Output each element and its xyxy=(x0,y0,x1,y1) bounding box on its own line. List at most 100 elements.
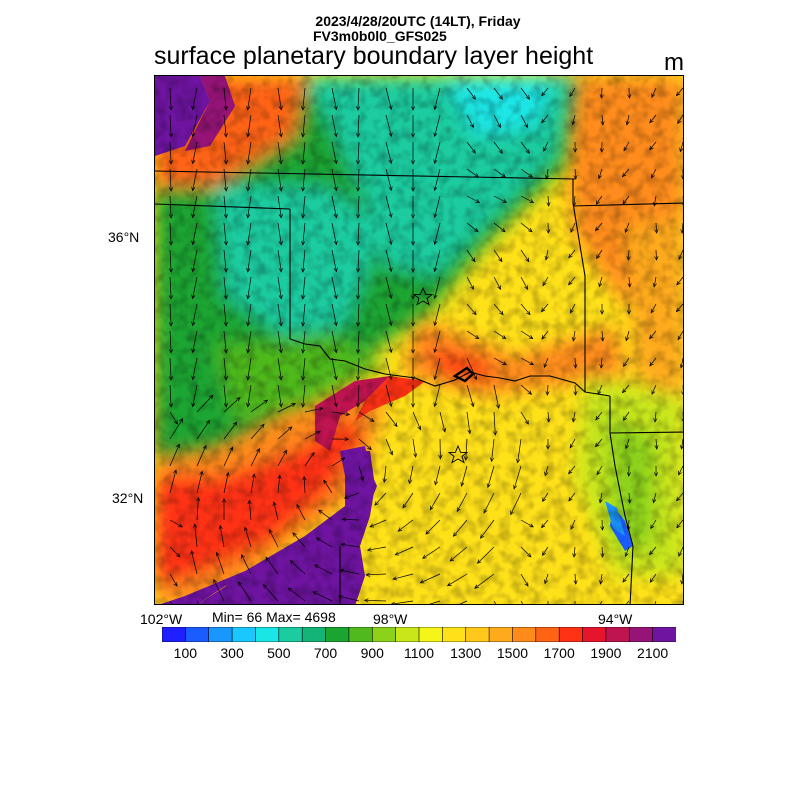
wind-arrow-shaft xyxy=(568,249,576,259)
wind-arrow-shaft xyxy=(682,412,683,418)
arkansas-missouri-border xyxy=(572,202,683,207)
wind-arrow-head xyxy=(301,159,306,165)
wind-arrow-shaft xyxy=(192,141,198,164)
wind-arrow-shaft xyxy=(169,573,178,587)
wind-arrow-head xyxy=(301,132,306,138)
wind-arrow-head xyxy=(410,106,416,111)
wind-arrow-head xyxy=(318,406,324,411)
lake-texoma xyxy=(452,366,475,383)
wind-arrow-head xyxy=(568,280,573,286)
wind-arrow-head xyxy=(238,581,243,586)
wind-arrow-head xyxy=(191,159,196,165)
wind-arrow-head xyxy=(301,402,306,408)
wind-arrow-shaft xyxy=(651,168,657,179)
wind-arrow-head xyxy=(678,552,683,557)
wind-arrow-shaft xyxy=(493,357,507,366)
wind-arrow-shaft xyxy=(277,114,282,137)
wind-arrow-head xyxy=(573,148,578,153)
wind-arrow-head xyxy=(627,283,632,288)
wind-arrow-head xyxy=(528,335,534,340)
wind-arrow-shaft xyxy=(493,411,496,436)
wind-arrow-shaft xyxy=(250,448,260,467)
wind-arrow-head xyxy=(390,601,395,604)
wind-arrow-head xyxy=(301,267,306,273)
wind-arrow-head xyxy=(529,361,534,366)
wind-arrow-head xyxy=(471,257,476,263)
wind-arrow-head xyxy=(223,348,228,354)
wind-arrow-head xyxy=(626,310,632,315)
wind-arrow-shaft xyxy=(649,141,657,150)
wind-arrow-head xyxy=(173,419,178,425)
wind-arrow-shaft xyxy=(543,357,549,368)
wind-arrow-shaft xyxy=(493,303,504,315)
wind-arrow-shaft xyxy=(247,303,252,326)
wind-arrow-shaft xyxy=(622,573,630,583)
wind-arrow-shaft xyxy=(338,595,360,602)
wind-arrow-shaft xyxy=(223,87,227,110)
wind-arrow-head xyxy=(333,294,338,300)
wind-arrow-shaft xyxy=(447,573,468,586)
wind-arrow-head xyxy=(676,523,681,529)
wind-arrow-head xyxy=(498,95,503,100)
wind-arrow-head xyxy=(260,423,265,429)
wind-arrow-head xyxy=(278,105,283,111)
wind-arrow-shaft xyxy=(547,411,550,423)
colorbar-swatch xyxy=(628,627,654,642)
wind-arrow-head xyxy=(476,559,482,564)
wind-arrow-head xyxy=(355,376,361,381)
wind-arrow-shaft xyxy=(573,195,576,206)
wind-arrow-shaft xyxy=(466,87,476,100)
wind-arrow-shaft xyxy=(429,600,441,604)
wind-arrow-shaft xyxy=(357,222,360,246)
wind-arrow-shaft xyxy=(453,519,468,537)
wind-arrow-shaft xyxy=(520,600,524,604)
wind-arrow-shaft xyxy=(273,501,279,521)
wind-arrow-shaft xyxy=(676,276,683,286)
wind-arrow-head xyxy=(191,321,196,327)
wind-arrow-shaft xyxy=(601,87,603,99)
wind-arrow-head xyxy=(600,337,605,342)
lat-label-32n: 32°N xyxy=(112,490,144,506)
wind-arrow-head xyxy=(221,497,227,503)
wind-arrow-head xyxy=(675,91,681,97)
wind-arrow-shaft xyxy=(545,249,549,260)
wind-arrow-head xyxy=(168,322,174,327)
wind-arrow-shaft xyxy=(595,411,603,421)
wind-arrow-shaft xyxy=(223,357,227,380)
wind-arrow-head xyxy=(168,376,174,381)
wind-arrow-shaft xyxy=(169,600,173,604)
wind-arrow-shaft xyxy=(357,87,360,111)
wind-arrow-head xyxy=(474,173,480,178)
colorbar-swatch xyxy=(278,627,303,642)
wind-arrow-head xyxy=(223,105,228,111)
wind-arrow-shaft xyxy=(277,276,282,299)
wind-arrow-shaft xyxy=(391,600,414,604)
wind-arrow-head xyxy=(677,335,682,341)
wind-arrow-shaft xyxy=(544,573,549,584)
wind-arrow-head xyxy=(600,553,605,558)
wind-arrow-shaft xyxy=(247,384,252,407)
wind-arrow-head xyxy=(223,375,228,381)
wind-arrow-head xyxy=(594,442,600,448)
wind-arrow-head xyxy=(246,375,251,381)
wind-arrow-shaft xyxy=(277,249,282,272)
wind-arrow-shaft xyxy=(677,330,683,340)
wind-arrow-shaft xyxy=(601,114,604,126)
wind-arrow-head xyxy=(472,310,477,316)
wind-arrow-head xyxy=(287,426,293,431)
wind-arrow-shaft xyxy=(676,303,683,312)
map-panel[interactable] xyxy=(154,75,684,605)
wind-arrow-shaft xyxy=(569,87,576,97)
wind-arrow-head xyxy=(388,321,393,327)
wind-arrow-head xyxy=(223,213,228,219)
wind-arrow-head xyxy=(246,159,251,165)
wind-arrow-head xyxy=(397,527,403,532)
wind-arrow-shaft xyxy=(250,473,255,494)
wind-arrow-head xyxy=(223,159,228,165)
wind-arrow-shaft xyxy=(357,330,360,354)
wind-arrow-shaft xyxy=(681,222,683,234)
wind-arrow-shaft xyxy=(268,529,279,548)
wind-arrow-head xyxy=(497,285,501,291)
wind-arrow-head xyxy=(333,402,338,408)
wind-arrow-shaft xyxy=(277,330,282,353)
